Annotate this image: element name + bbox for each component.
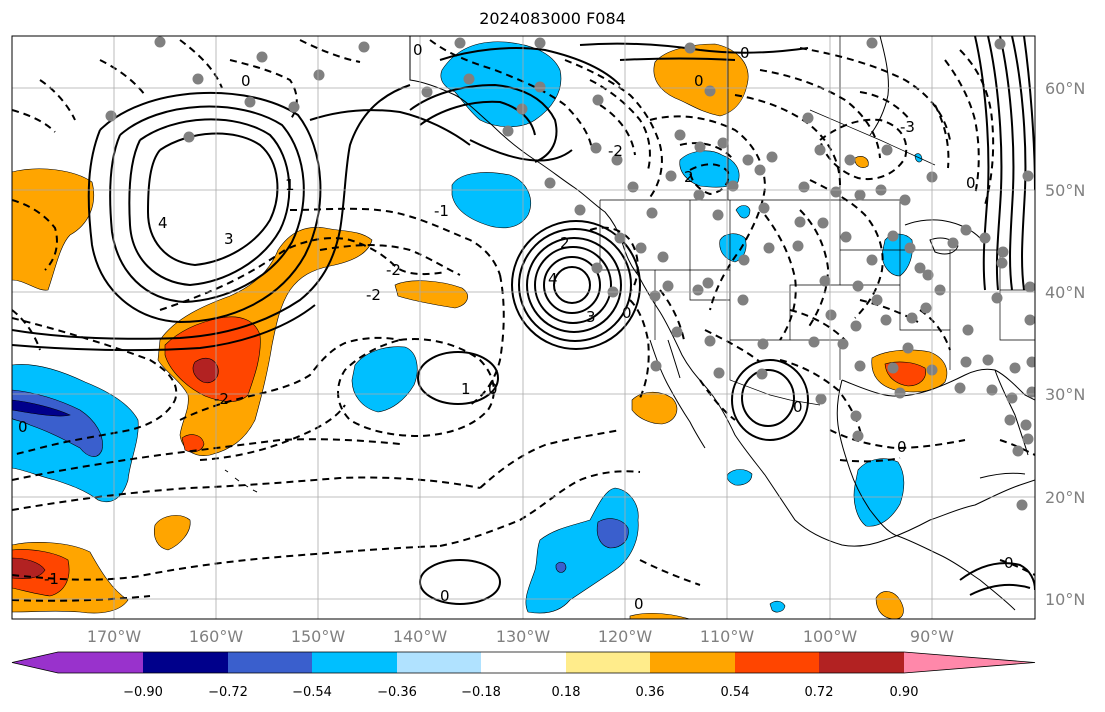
contour-label-three: 3 [224, 230, 234, 248]
lon-tick-label: 130°W [496, 627, 551, 646]
contour-label-zero: 0 [413, 41, 423, 59]
contour-label-two: 2 [684, 168, 694, 186]
colorbar-segment [397, 652, 482, 673]
colorbar-tick-label: 0.54 [721, 685, 750, 700]
contour-label-zero: 0 [18, 418, 28, 436]
contour-labels: 0 0 0 0 0 0 0 0 0 0 0 0 0 1 1 2 2 3 3 4 … [18, 41, 1014, 613]
colorbar-tick-label: −0.54 [292, 685, 332, 700]
contour-label-zero: 0 [966, 174, 976, 192]
colorbar-tick-label: 0.18 [552, 685, 581, 700]
contour-label-zero: 0 [241, 72, 251, 90]
colorbar-tick-label: −0.18 [461, 685, 501, 700]
contour-label-zero: 0 [793, 398, 803, 416]
colorbar-segment [819, 652, 905, 673]
contour-label-three: 3 [586, 308, 596, 326]
longitude-labels: 170°W 160°W 150°W 140°W 130°W 120°W 110°… [87, 627, 954, 646]
contour-label-neg-two: -2 [366, 286, 381, 304]
colorbar-segment [735, 652, 820, 673]
contour-label-one: 1 [285, 176, 295, 194]
state-borders [409, 36, 1035, 406]
map-frame [11, 35, 1036, 620]
station-dots [105, 36, 1035, 511]
contour-label-zero: 0 [488, 380, 498, 398]
colorbar-tick-label: −0.72 [208, 685, 248, 700]
lat-tick-label: 40°N [1045, 283, 1085, 302]
colorbar-tick-label: −0.90 [123, 685, 163, 700]
contour-label-zero: 0 [897, 438, 907, 456]
contour-label-neg-two: -2 [386, 261, 401, 279]
contour-label-neg-two: -2 [608, 142, 623, 160]
lon-tick-label: 140°W [393, 627, 448, 646]
colorbar-segment [312, 652, 398, 673]
colorbar-outline [11, 651, 1036, 674]
dashed-contours [12, 39, 1035, 602]
lon-tick-label: 120°W [598, 627, 653, 646]
colorbar-segment [228, 652, 313, 673]
contour-label-zero: 0 [694, 72, 704, 90]
colorbar-tick-label: −0.36 [377, 685, 417, 700]
contour-label-neg-two: -2 [214, 390, 229, 408]
colorbar [11, 651, 1036, 674]
colorbar-labels: −0.90 −0.72 −0.54 −0.36 −0.18 0.18 0.36 … [123, 685, 918, 700]
colorbar-segment [566, 652, 651, 673]
lon-tick-label: 100°W [803, 627, 858, 646]
colorbar-extend-high [904, 652, 1035, 673]
contour-label-zero: 0 [622, 304, 632, 322]
chart-title: 2024083000 F084 [479, 9, 626, 28]
colorbar-extend-low [12, 652, 58, 673]
contour-label-one: 1 [461, 380, 471, 398]
contour-label-neg-one: -1 [434, 202, 449, 220]
lat-tick-label: 60°N [1045, 79, 1085, 98]
contour-label-four: 4 [158, 214, 168, 232]
colorbar-tick-label: 0.36 [636, 685, 665, 700]
colorbar-segment [481, 652, 567, 673]
lat-tick-label: 50°N [1045, 181, 1085, 200]
colorbar-segment [143, 652, 229, 673]
colorbar-tick-label: 0.90 [890, 685, 919, 700]
lon-tick-label: 160°W [189, 627, 244, 646]
lat-tick-label: 20°N [1045, 488, 1085, 507]
lon-tick-label: 90°W [910, 627, 954, 646]
lon-tick-label: 110°W [700, 627, 755, 646]
colorbar-segment [58, 652, 143, 673]
contour-label-neg-one: -1 [44, 570, 59, 588]
contour-label-zero: 0 [1004, 554, 1014, 572]
contour-label-zero: 0 [634, 595, 644, 613]
contour-label-four: 4 [548, 270, 558, 288]
latitude-labels: 60°N 50°N 40°N 30°N 20°N 10°N [1045, 79, 1085, 609]
contour-label-neg-three: -3 [900, 118, 915, 136]
lon-tick-label: 150°W [291, 627, 346, 646]
contour-label-two: 2 [560, 234, 570, 252]
colorbar-segment [650, 652, 736, 673]
contour-label-zero: 0 [740, 44, 750, 62]
colorbar-tick-label: 0.72 [805, 685, 834, 700]
graticule [12, 36, 1035, 619]
solid-contours [12, 36, 1035, 605]
contour-label-zero: 0 [440, 587, 450, 605]
lat-tick-label: 10°N [1045, 590, 1085, 609]
lat-tick-label: 30°N [1045, 385, 1085, 404]
lon-tick-label: 170°W [87, 627, 142, 646]
